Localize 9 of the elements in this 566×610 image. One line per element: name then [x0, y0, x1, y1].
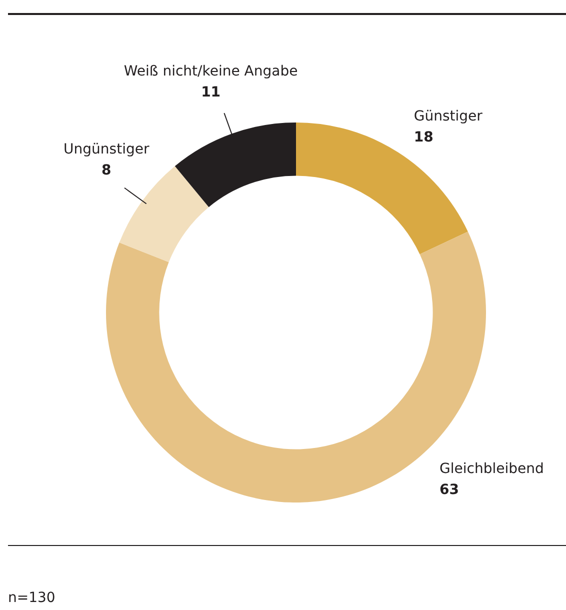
- slice-label: Gleichbleibend: [440, 460, 544, 477]
- data-label: 18: [414, 129, 434, 146]
- data-label: 11: [201, 84, 221, 100]
- slice-label: Ungünstiger: [64, 142, 150, 158]
- data-label: 8: [102, 162, 112, 179]
- data-label: 63: [440, 482, 459, 498]
- text: n=130: [8, 590, 56, 606]
- slice-label: Weiß nicht/keine Angabe: [124, 63, 298, 80]
- slice-label: Günstiger: [414, 108, 483, 124]
